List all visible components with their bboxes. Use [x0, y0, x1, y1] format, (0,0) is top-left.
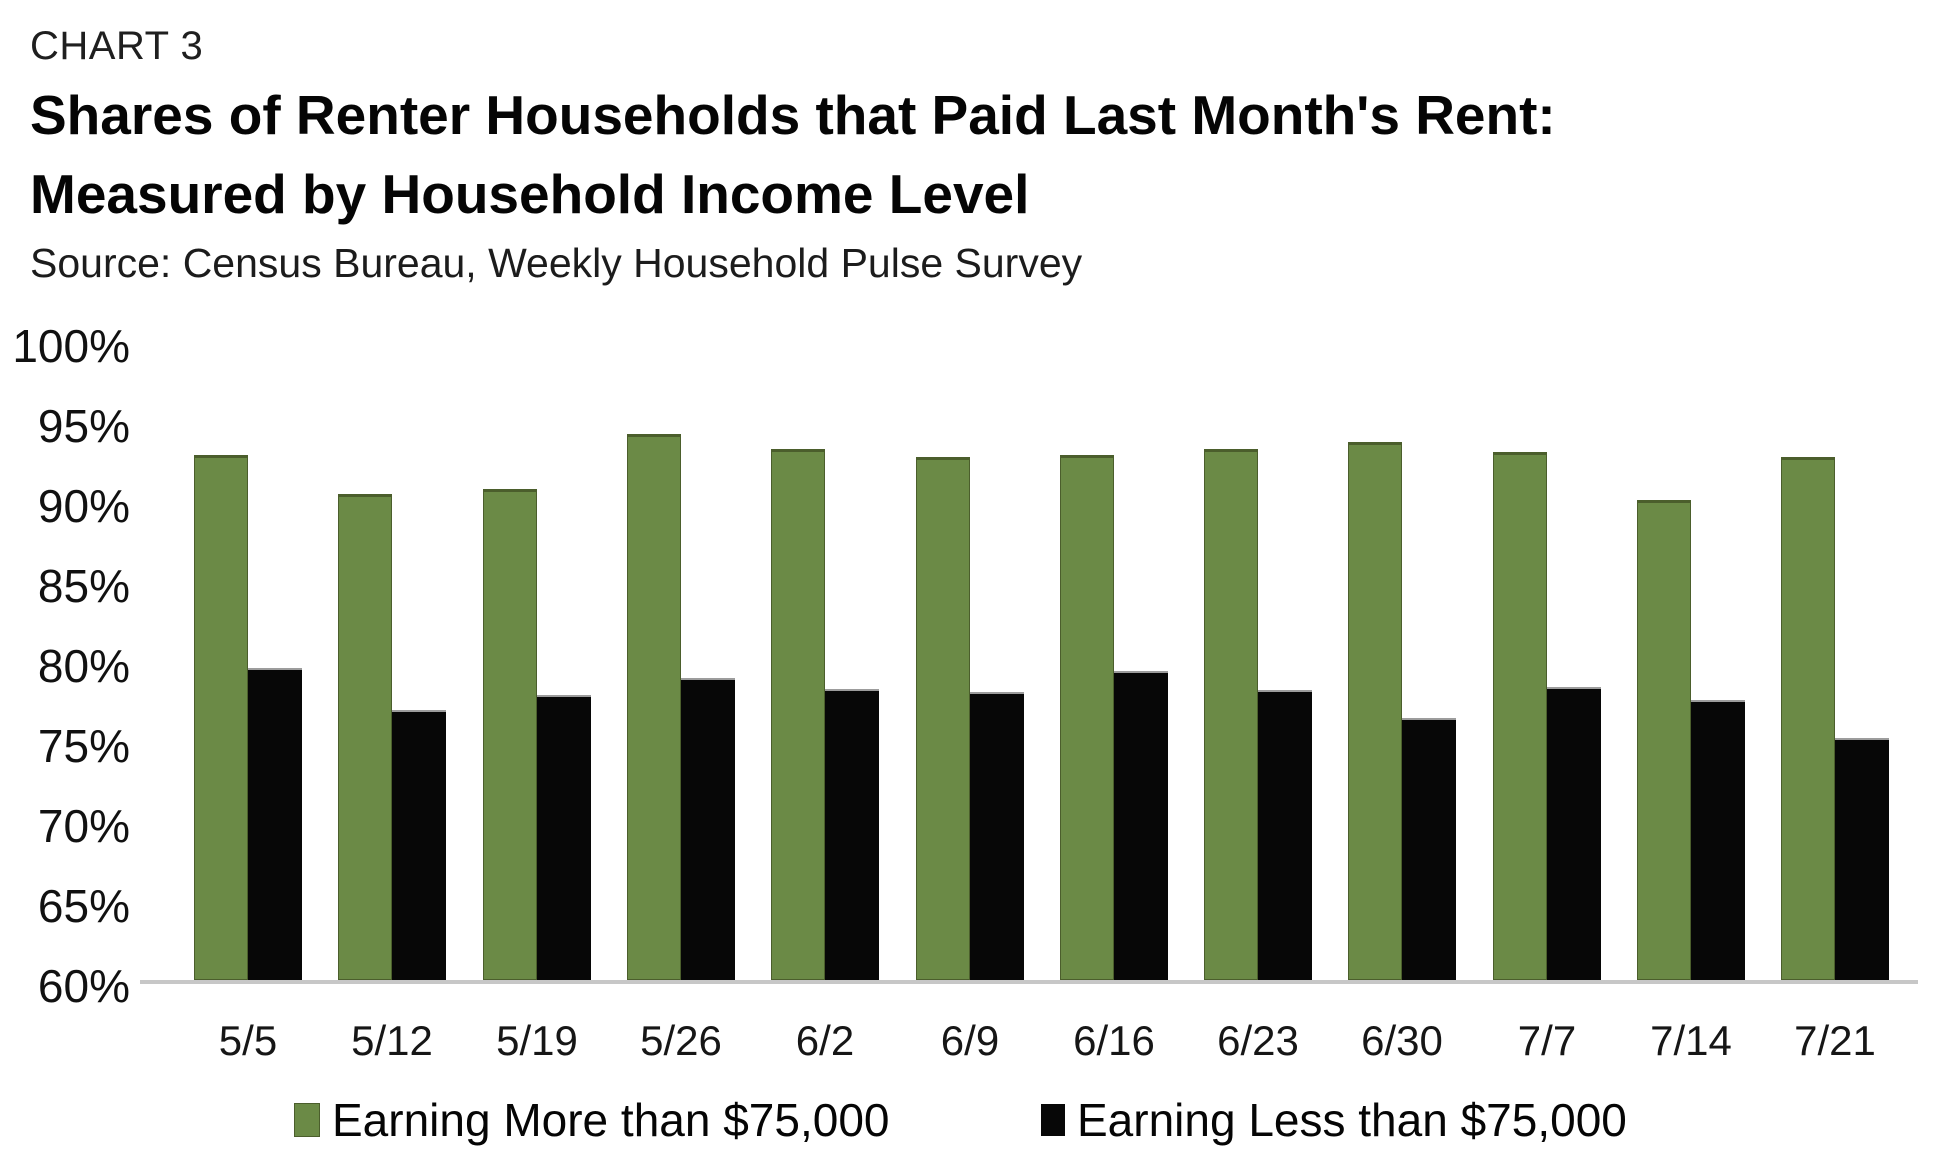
chart-title-line-2: Measured by Household Income Level	[30, 163, 1030, 225]
y-tick-label: 100%	[12, 320, 130, 372]
bar-earning-more-6/23	[1204, 449, 1258, 980]
y-tick-label: 60%	[37, 960, 130, 1012]
x-tick-label-5/26: 5/26	[640, 1017, 722, 1064]
legend-item-earning-less: Earning Less than $75,000	[1041, 1094, 1627, 1146]
bar-earning-more-5/19	[483, 489, 537, 980]
x-axis-line	[140, 980, 1918, 984]
y-tick-label: 70%	[37, 800, 130, 852]
bar-earning-more-7/21	[1781, 457, 1835, 980]
bar-earning-less-5/12	[392, 710, 446, 980]
x-tick-label-7/21: 7/21	[1794, 1017, 1876, 1064]
x-tick-label-7/14: 7/14	[1650, 1017, 1732, 1064]
bar-earning-more-5/26	[627, 434, 681, 980]
y-tick-label: 85%	[37, 560, 130, 612]
bar-earning-more-7/7	[1493, 452, 1547, 980]
bar-earning-less-6/23	[1258, 690, 1312, 980]
x-tick-label-6/30: 6/30	[1361, 1017, 1443, 1064]
legend-swatch-earning-less	[1041, 1104, 1065, 1136]
y-tick-label: 75%	[37, 720, 130, 772]
bar-earning-less-5/26	[681, 678, 735, 980]
bar-earning-less-5/5	[248, 668, 302, 980]
y-tick-label: 80%	[37, 640, 130, 692]
bar-earning-more-6/2	[771, 449, 825, 980]
bar-earning-less-7/7	[1547, 687, 1601, 980]
bar-earning-more-7/14	[1637, 500, 1691, 980]
bar-earning-less-7/14	[1691, 700, 1745, 980]
x-tick-label-6/9: 6/9	[940, 1017, 1000, 1064]
x-tick-label-5/12: 5/12	[351, 1017, 433, 1064]
bar-earning-less-6/9	[970, 692, 1024, 980]
bar-earning-less-6/30	[1402, 718, 1456, 980]
legend-label-earning-more: Earning More than $75,000	[332, 1094, 890, 1146]
bar-earning-less-5/19	[537, 695, 591, 980]
x-tick-label-5/19: 5/19	[496, 1017, 578, 1064]
x-tick-label-5/5: 5/5	[218, 1017, 278, 1064]
bar-earning-less-6/2	[825, 689, 879, 980]
x-tick-label-6/16: 6/16	[1073, 1017, 1155, 1064]
y-tick-label: 95%	[37, 400, 130, 452]
bar-earning-less-6/16	[1114, 671, 1168, 980]
y-tick-label: 90%	[37, 480, 130, 532]
legend-label-earning-less: Earning Less than $75,000	[1077, 1094, 1627, 1146]
x-tick-label-6/2: 6/2	[795, 1017, 855, 1064]
bar-earning-more-6/16	[1060, 455, 1114, 980]
x-tick-label-7/7: 7/7	[1517, 1017, 1577, 1064]
bar-earning-more-5/12	[338, 494, 392, 980]
chart-title: Shares of Renter Households that Paid La…	[30, 76, 1556, 234]
legend-swatch-earning-more	[294, 1103, 320, 1137]
bar-earning-more-6/9	[916, 457, 970, 980]
chart-title-line-1: Shares of Renter Households that Paid La…	[30, 84, 1556, 146]
chart-number: CHART 3	[30, 24, 204, 68]
x-tick-label-6/23: 6/23	[1217, 1017, 1299, 1064]
legend-item-earning-more: Earning More than $75,000	[294, 1094, 890, 1146]
bar-earning-more-6/30	[1348, 442, 1402, 980]
bar-earning-more-5/5	[194, 455, 248, 980]
y-tick-label: 65%	[37, 880, 130, 932]
chart-source: Source: Census Bureau, Weekly Household …	[30, 240, 1083, 286]
bar-earning-less-7/21	[1835, 738, 1889, 980]
